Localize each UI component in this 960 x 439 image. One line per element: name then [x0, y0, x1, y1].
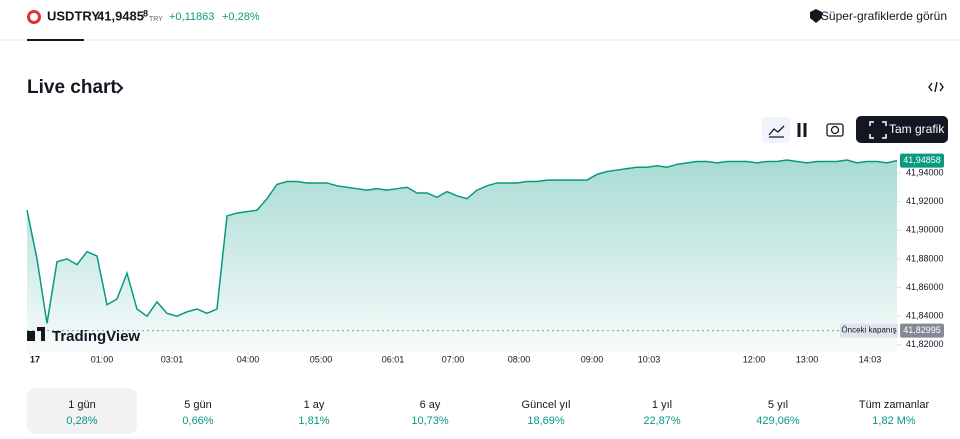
period-value: 0,66% [182, 415, 213, 427]
candle-button[interactable] [797, 123, 807, 137]
x-tick-label: 06:01 [382, 354, 405, 364]
x-tick-label: 17 [30, 354, 40, 364]
period-value: 1,81% [298, 415, 329, 427]
x-tick-label: 12:00 [743, 354, 766, 364]
period-tab-active [27, 388, 137, 434]
price-line [26, 159, 898, 324]
symbol: USDTRY [47, 8, 100, 23]
period-value: 0,28% [66, 415, 97, 427]
period-tab[interactable] [607, 388, 717, 434]
period-label: 1 gün [68, 399, 96, 411]
x-tick-label: 04:00 [237, 354, 260, 364]
flag-icon [30, 13, 38, 21]
y-tick-label: 41,90000 [906, 225, 944, 235]
watermark-logo [27, 327, 45, 341]
fullscreen-icon [869, 121, 887, 139]
period-tab[interactable] [143, 388, 253, 434]
previous-close-box [900, 323, 944, 338]
y-tick-label: 41,84000 [906, 311, 944, 321]
period-tab[interactable] [259, 388, 369, 434]
period-tab[interactable] [491, 388, 601, 434]
price-small: 8 [143, 8, 148, 18]
period-value: 18,69% [527, 415, 565, 427]
change: +0,11863 [169, 11, 214, 23]
snapshot-icon [830, 125, 840, 135]
period-tab[interactable] [839, 388, 949, 434]
full-chart-label: Tam grafik [889, 122, 945, 136]
x-tick-label: 01:00 [91, 354, 114, 364]
period-label: 5 gün [184, 399, 212, 411]
x-tick-label: 10:03 [638, 354, 661, 364]
area [27, 160, 897, 352]
last-price-box [900, 153, 944, 168]
previous-close-value: 41,82995 [903, 325, 941, 335]
period-tab[interactable] [375, 388, 485, 434]
plot: 41,82000 41,84000 41,86000 41,88000 41,90000… [26, 153, 944, 364]
period-tab[interactable] [27, 388, 137, 434]
section-title[interactable]: Live chart [27, 77, 117, 98]
period-label: 5 yıl [768, 399, 788, 411]
period-tab[interactable] [723, 388, 833, 434]
period-label: 1 ay [304, 399, 325, 411]
embed-icon[interactable] [928, 81, 944, 93]
period-value: 22,87% [643, 415, 681, 427]
x-tick-label: 05:00 [310, 354, 333, 364]
promo-icon[interactable] [810, 9, 822, 23]
watermark: TradingView [52, 328, 140, 345]
x-tick-label: 08:00 [508, 354, 531, 364]
last-price-label: 41,94858 [903, 155, 941, 165]
period-label: 6 ay [420, 399, 441, 411]
y-tick-label: 41,86000 [906, 282, 944, 292]
full-chart-button[interactable] [856, 116, 948, 143]
period-label: Tüm zamanlar [859, 399, 930, 411]
promo-link[interactable]: Süper-grafiklerde görün [821, 9, 947, 23]
x-tick-label: 03:01 [161, 354, 184, 364]
y-tick-label: 41,82000 [906, 339, 944, 349]
x-tick-label: 09:00 [581, 354, 604, 364]
chevron [116, 82, 124, 94]
y-tick-label: 41,88000 [906, 253, 944, 263]
period-label: Güncel yıl [522, 399, 571, 411]
y-tick-label: 41,92000 [906, 196, 944, 206]
period-value: 10,73% [411, 415, 449, 427]
price: 41,9485 [97, 8, 144, 23]
previous-close-tag [840, 323, 898, 338]
period-value: 429,06% [756, 415, 800, 427]
snapshot-button[interactable] [826, 123, 844, 137]
previous-close-tag-label: Önceki kapanış [841, 326, 896, 335]
currency: TRY [149, 16, 163, 23]
period-value: 1,82 M% [872, 415, 916, 427]
x-tick-label: 13:00 [796, 354, 819, 364]
period-label: 1 yıl [652, 399, 672, 411]
line-icon [768, 125, 785, 138]
x-tick-label: 07:00 [442, 354, 465, 364]
x-tick-label: 14:03 [859, 354, 882, 364]
y-tick-label: 41,94000 [906, 167, 944, 177]
change-pct: +0,28% [222, 11, 260, 23]
